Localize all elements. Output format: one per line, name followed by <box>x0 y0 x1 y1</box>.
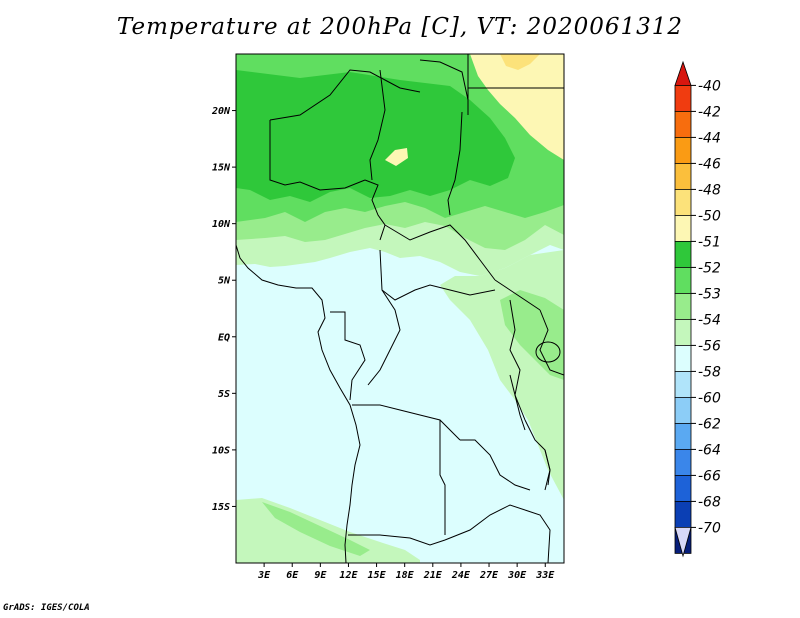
lake-malawi <box>544 449 551 486</box>
lat-tick-label: 15S <box>212 502 230 513</box>
border-gabon-congo <box>330 311 366 401</box>
colorbar-label: -64 <box>698 442 721 458</box>
field-band-51-spot <box>385 148 408 166</box>
colorbar-top-arrow <box>674 60 692 86</box>
border-niger-algeria <box>269 69 421 121</box>
colorbar-swatch <box>674 188 692 216</box>
border-mozambique <box>524 509 551 563</box>
colorbar-label: -50 <box>698 208 721 224</box>
lake-tanganyika <box>509 374 526 431</box>
colorbar-swatch <box>674 422 692 450</box>
colorbar-label: -48 <box>698 182 721 198</box>
map-lakes <box>509 341 561 486</box>
colorbar-swatch <box>674 318 692 346</box>
lon-tick-label: 21E <box>423 570 443 581</box>
colorbar-label: -52 <box>698 260 721 276</box>
colorbar-label: -56 <box>698 338 721 354</box>
map-frame <box>235 53 565 564</box>
colorbar-label: -58 <box>698 364 721 380</box>
colorbar-swatch <box>674 214 692 242</box>
colorbar-label: -54 <box>698 312 721 328</box>
colorbar-label: -46 <box>698 156 721 172</box>
colorbar-swatch <box>674 136 692 164</box>
lon-tick-label: 18E <box>396 570 415 581</box>
lon-tick-label: 33E <box>535 570 555 581</box>
colorbar-swatch <box>674 240 692 268</box>
colorbar-swatch <box>674 111 692 138</box>
field-band-54-south <box>262 502 370 556</box>
lat-tick-label: EQ <box>218 332 230 343</box>
lon-tick-label: 27E <box>479 570 499 581</box>
border-angola-east <box>439 420 446 535</box>
colorbar-swatch <box>674 162 692 190</box>
colorbar-swatch <box>674 396 692 424</box>
map-title: Temperature at 200hPa [C], VT: 202006131… <box>116 14 684 40</box>
field-band-50 <box>500 54 540 70</box>
map-boundaries <box>236 54 564 563</box>
lon-tick-label: 6E <box>286 570 299 581</box>
field-band-52 <box>236 70 515 202</box>
border-congo-drc <box>367 289 401 386</box>
colorbar-label: -60 <box>698 390 721 406</box>
border-lake-chad <box>369 69 386 181</box>
field-band-51 <box>470 54 564 160</box>
colorbar-swatch <box>674 370 692 398</box>
colorbar: -40 -42 -44 -46 -48 -50 -51 -52 -53 -54 -56 -58 -60 -… <box>674 60 721 558</box>
lat-tick-label: 10S <box>212 445 230 456</box>
lat-tick-label: 5N <box>218 276 231 287</box>
field-band-54-east <box>500 290 564 380</box>
colorbar-label: -62 <box>698 416 721 432</box>
lon-tick-label: 3E <box>257 570 271 581</box>
border-east-africa <box>509 299 526 421</box>
colorbar-label: -68 <box>698 494 721 510</box>
colorbar-label: -44 <box>698 130 721 146</box>
coastline-west <box>236 244 361 563</box>
lat-tick-label: 15N <box>212 163 231 174</box>
border-niger-nigeria <box>269 120 366 191</box>
colorbar-swatch <box>674 500 692 528</box>
colorbar-bottom-arrow <box>674 527 692 558</box>
lat-tick-label: 5S <box>218 389 230 400</box>
border-car-south <box>379 249 496 301</box>
lon-tick-label: 15E <box>368 570 387 581</box>
border-kenya <box>539 309 564 376</box>
lon-tick-label: 30E <box>507 570 527 581</box>
colorbar-label: -70 <box>698 520 721 536</box>
border-angola-namibia <box>348 534 446 546</box>
colorbar-swatch <box>674 266 692 294</box>
colorbar-swatch <box>674 344 692 372</box>
colorbar-swatch <box>674 292 692 320</box>
colorbar-label: -40 <box>698 78 721 94</box>
colorbar-swatch <box>674 448 692 476</box>
colorbar-swatch <box>674 85 692 112</box>
lon-tick-label: 12E <box>339 570 358 581</box>
lon-tick-label: 24E <box>451 570 471 581</box>
lat-tick-label: 20N <box>211 106 231 117</box>
colorbar-swatch <box>674 474 692 502</box>
credit-text: GrADS: IGES/COLA <box>3 603 90 613</box>
border-drc-south-sudan <box>494 279 541 311</box>
lat-tick-label: 10N <box>212 219 231 230</box>
border-car-north <box>384 224 496 281</box>
border-angola-north <box>352 404 461 441</box>
lon-tick-label: 9E <box>314 570 327 581</box>
border-zambia-south <box>444 504 526 541</box>
border-sudan-chad <box>447 111 463 216</box>
colorbar-label: -42 <box>698 104 721 120</box>
colorbar-label: -53 <box>698 286 721 302</box>
colorbar-label: -66 <box>698 468 721 484</box>
border-zambia <box>460 439 531 491</box>
map-axes: 20N 15N 10N 5N EQ 5S 10S 15S 3E 6E 9E 12E 15E 18E 21E 2… <box>211 106 555 581</box>
border-chad-cameroon <box>364 179 386 241</box>
colorbar-label: -51 <box>698 234 721 250</box>
lake-victoria <box>535 341 561 363</box>
map-fields <box>236 54 564 563</box>
